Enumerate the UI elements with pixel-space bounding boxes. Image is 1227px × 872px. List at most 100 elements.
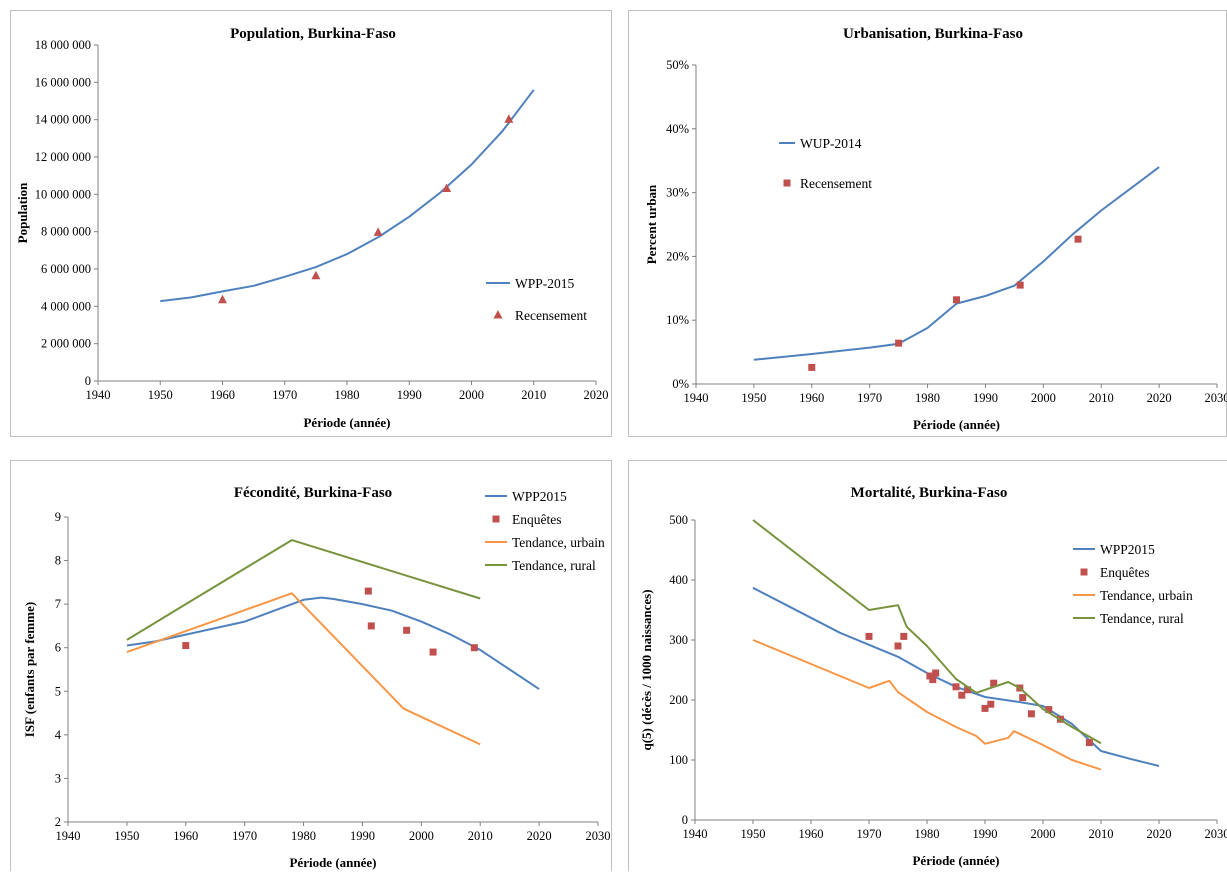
y-tick-label: 0	[682, 813, 688, 827]
y-tick-label: 8 000 000	[41, 225, 91, 239]
legend-label: WUP-2014	[800, 136, 862, 151]
y-tick-label: 4 000 000	[41, 299, 91, 313]
x-tick-label: 2000	[409, 829, 434, 843]
y-tick-label: 100	[669, 753, 688, 767]
y-tick-label: 14 000 000	[35, 113, 91, 127]
y-tick-label: 3	[55, 771, 61, 785]
y-tick-label: 6 000 000	[41, 262, 91, 276]
series-line-wpp-2015	[160, 90, 534, 301]
data-point-enqu-tes	[895, 643, 902, 650]
x-tick-label: 2030	[586, 829, 611, 843]
x-tick-label: 1950	[741, 391, 766, 405]
y-tick-label: 5	[55, 684, 61, 698]
data-point-enqu-tes	[471, 644, 478, 651]
data-point-enqu-tes	[368, 622, 375, 629]
legend-label: Enquêtes	[512, 512, 562, 527]
x-tick-label: 2000	[1031, 827, 1056, 841]
x-tick-label: 1970	[857, 391, 882, 405]
data-point-enqu-tes	[1028, 710, 1035, 717]
legend-label: Tendance, rural	[512, 558, 596, 573]
y-tick-label: 20%	[666, 249, 689, 263]
x-tick-label: 1940	[86, 388, 111, 402]
data-point-recensement	[953, 296, 960, 303]
y-tick-label: 30%	[666, 186, 689, 200]
series-line-tendance-urbain	[753, 640, 1101, 770]
data-point-recensement	[218, 295, 227, 304]
data-point-enqu-tes	[932, 670, 939, 677]
legend-swatch-marker	[493, 516, 500, 523]
y-tick-label: 6	[55, 641, 61, 655]
x-tick-label: 1960	[173, 829, 198, 843]
x-tick-label: 2000	[1031, 391, 1056, 405]
x-tick-label: 1940	[684, 391, 709, 405]
data-point-enqu-tes	[1086, 739, 1093, 746]
x-tick-label: 1960	[210, 388, 235, 402]
urbanisation-chart: Urbanisation, Burkina-Faso 1940 1950 1960 19…	[629, 11, 1227, 438]
x-tick-label: 1950	[741, 827, 766, 841]
data-point-enqu-tes	[403, 627, 410, 634]
data-point-enqu-tes	[900, 633, 907, 640]
series-line-tendance-urbain	[127, 593, 480, 744]
y-tick-label: 50%	[666, 58, 689, 72]
data-point-enqu-tes	[182, 642, 189, 649]
y-tick-label: 300	[669, 633, 688, 647]
x-tick-label: 1980	[915, 391, 940, 405]
x-tick-label: 1990	[973, 391, 998, 405]
urbanisation-chart-panel: Urbanisation, Burkina-Faso 1940 1950 1960 19…	[628, 10, 1227, 437]
x-tick-label: 1990	[350, 829, 375, 843]
legend-swatch-marker	[494, 310, 503, 319]
y-tick-label: 0%	[672, 377, 689, 391]
x-tick-label: 1980	[335, 388, 360, 402]
data-point-enqu-tes	[430, 649, 437, 656]
x-tick-label: 1940	[683, 827, 708, 841]
x-tick-label: 1990	[397, 388, 422, 402]
chart-title: Fécondité, Burkina-Faso	[234, 485, 392, 501]
x-axis-label: Période (année)	[912, 853, 999, 868]
x-tick-label: 2010	[1089, 391, 1114, 405]
y-tick-label: 200	[669, 693, 688, 707]
data-point-enqu-tes	[866, 633, 873, 640]
y-tick-label: 2 000 000	[41, 337, 91, 351]
x-tick-label: 2010	[468, 829, 493, 843]
x-tick-label: 1980	[915, 827, 940, 841]
legend-label: WPP2015	[1100, 542, 1155, 557]
x-tick-label: 2030	[1205, 391, 1227, 405]
y-tick-label: 2	[55, 815, 61, 829]
y-axis-label: q(5) (décès / 1000 naissances)	[639, 589, 654, 750]
data-point-enqu-tes	[953, 683, 960, 690]
chart-title: Urbanisation, Burkina-Faso	[843, 26, 1023, 42]
y-tick-label: 9	[55, 510, 61, 524]
x-tick-label: 1990	[973, 827, 998, 841]
y-tick-label: 16 000 000	[35, 75, 91, 89]
series-line-wpp2015	[753, 588, 1159, 766]
legend-label: Tendance, rural	[1100, 611, 1184, 626]
x-tick-label: 1970	[857, 827, 882, 841]
legend-swatch-marker	[1081, 569, 1088, 576]
x-tick-label: 1950	[114, 829, 139, 843]
data-point-recensement	[808, 364, 815, 371]
x-tick-label: 1960	[799, 391, 824, 405]
data-point-enqu-tes	[987, 701, 994, 708]
y-tick-label: 8	[55, 554, 61, 568]
legend-label: Recensement	[800, 176, 872, 191]
legend-label: Enquêtes	[1100, 565, 1150, 580]
y-axis-label: ISF (enfants par femme)	[22, 602, 37, 737]
data-point-enqu-tes	[365, 588, 372, 595]
x-tick-label: 2020	[584, 388, 609, 402]
x-axis-label: Période (année)	[303, 415, 390, 430]
legend-label: WPP-2015	[515, 276, 575, 291]
data-point-enqu-tes	[929, 676, 936, 683]
x-tick-label: 2000	[459, 388, 484, 402]
y-tick-label: 4	[55, 728, 62, 742]
x-tick-label: 2020	[527, 829, 552, 843]
x-tick-label: 1960	[799, 827, 824, 841]
y-tick-label: 12 000 000	[35, 150, 91, 164]
legend-label: Tendance, urbain	[512, 535, 605, 550]
data-point-recensement	[1075, 236, 1082, 243]
series-line-wup-2014	[754, 167, 1159, 360]
data-point-recensement	[374, 227, 383, 236]
y-tick-label: 500	[669, 513, 688, 527]
